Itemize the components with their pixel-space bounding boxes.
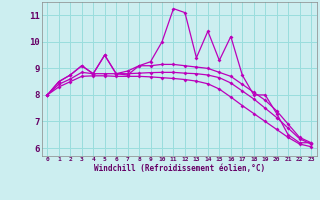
X-axis label: Windchill (Refroidissement éolien,°C): Windchill (Refroidissement éolien,°C) bbox=[94, 164, 265, 173]
